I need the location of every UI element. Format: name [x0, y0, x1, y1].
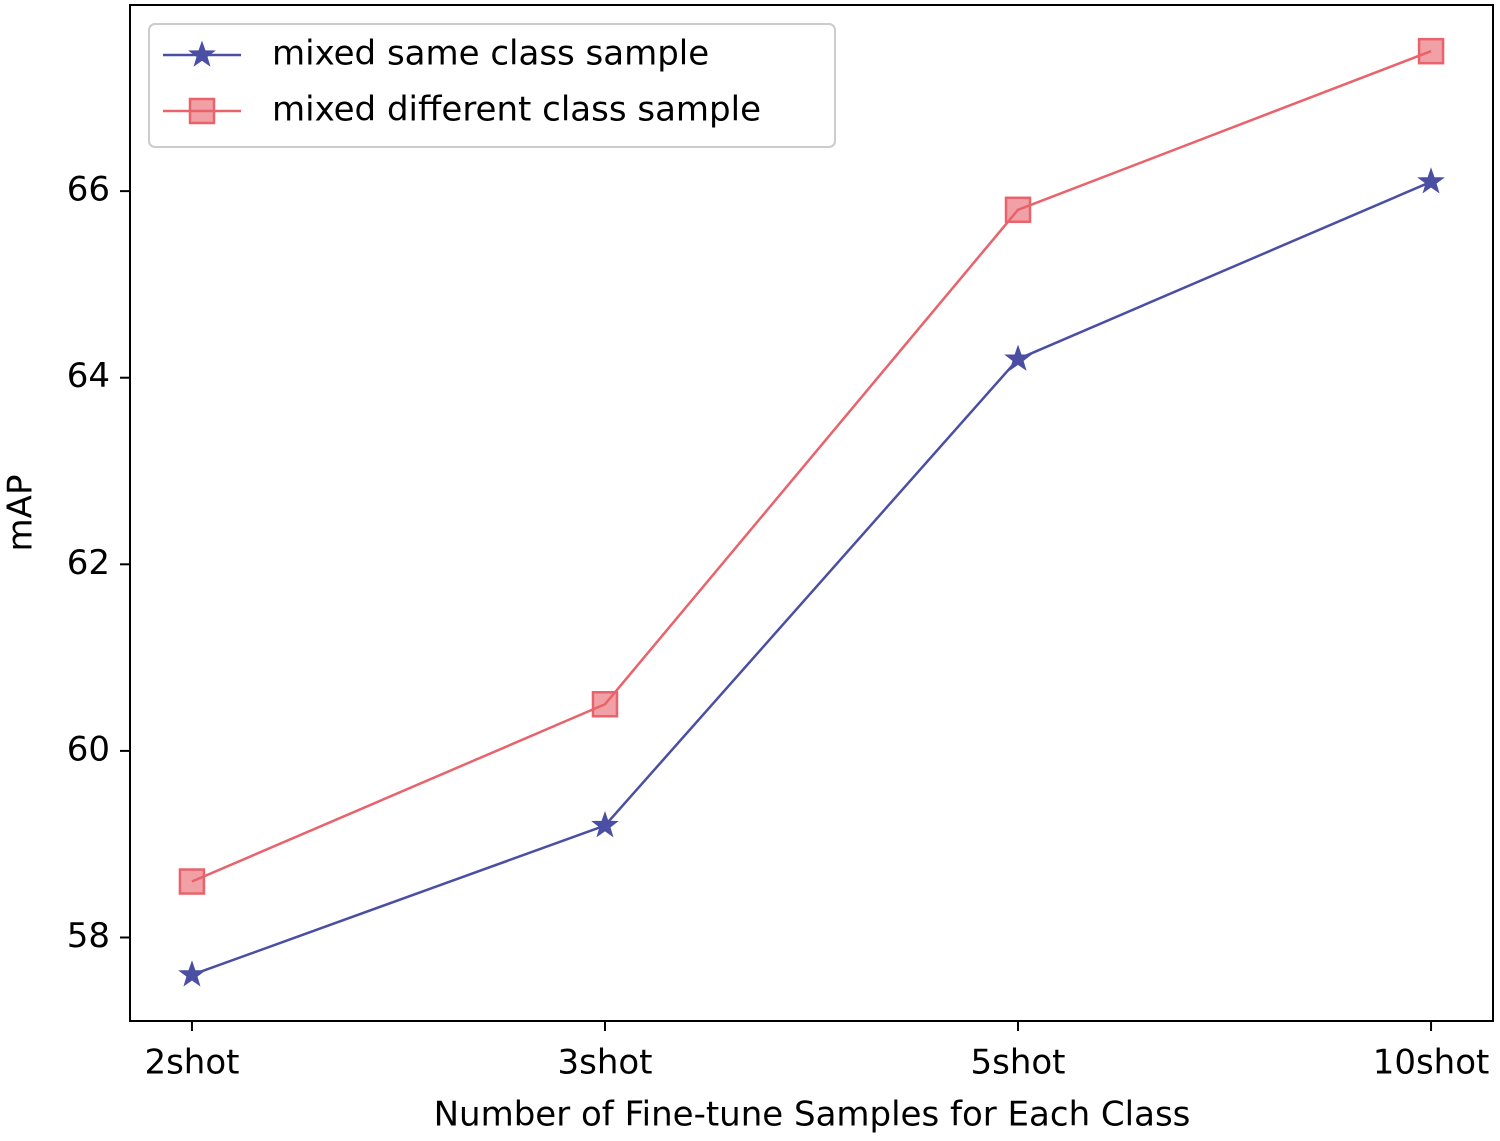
- legend-label: mixed same class sample: [272, 34, 709, 74]
- legend-box: [148, 23, 836, 148]
- point-marker: [178, 868, 206, 895]
- point-marker: [1417, 167, 1445, 194]
- legend-marker: [188, 40, 216, 67]
- y-tick-label: 58: [67, 916, 110, 956]
- y-tick-label: 62: [67, 543, 110, 583]
- point-marker: [1004, 344, 1032, 371]
- x-tick-label: 3shot: [557, 1043, 652, 1083]
- x-tick-label: 2shot: [144, 1043, 239, 1083]
- point-marker: [178, 960, 206, 987]
- legend-marker: [188, 97, 216, 125]
- point-marker: [591, 810, 619, 838]
- plot-frame: [129, 4, 1494, 1022]
- y-tick-label: 60: [67, 729, 110, 769]
- x-tick-label: 5shot: [970, 1043, 1065, 1083]
- legend-label: mixed different class sample: [272, 90, 761, 130]
- point-marker: [1417, 37, 1445, 65]
- y-tick-label: 64: [67, 356, 110, 396]
- x-axis-label: Number of Fine-tune Samples for Each Cla…: [434, 1095, 1191, 1135]
- point-marker: [591, 691, 619, 718]
- x-tick-label: 10shot: [1373, 1043, 1490, 1083]
- y-axis-label: mAP: [1, 475, 41, 552]
- series-line: [191, 180, 1432, 976]
- series-line: [191, 50, 1432, 883]
- y-tick-label: 66: [67, 170, 110, 210]
- point-marker: [1004, 196, 1032, 224]
